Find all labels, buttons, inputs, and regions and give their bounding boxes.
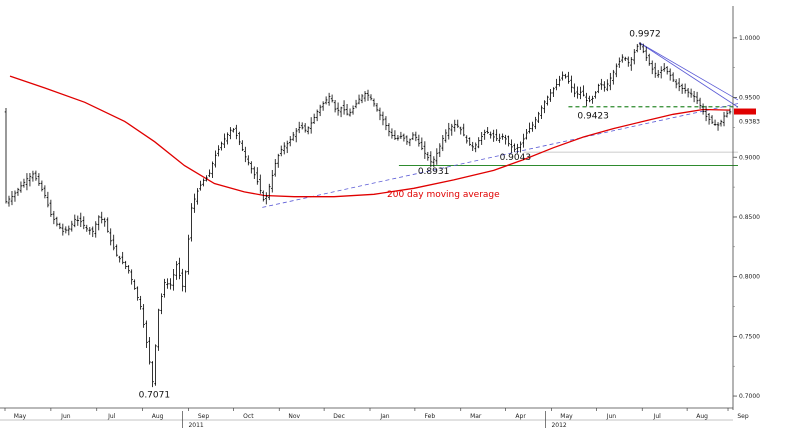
y-tick-label-6: 1.0000 — [739, 35, 760, 42]
x-tick-label-13: Jun — [606, 413, 617, 420]
x-tick-label-6: Nov — [288, 413, 300, 420]
x-tick-label-0: May — [14, 413, 27, 420]
x-tick-label-8: Jan — [379, 413, 389, 420]
y-tick-label-2: 0.8000 — [739, 274, 760, 281]
price-series — [4, 42, 732, 388]
x-tick-label-4: Sep — [198, 413, 210, 420]
moving-average-label: 200 day moving average — [387, 190, 500, 200]
x-tick-label-12: May — [560, 413, 573, 420]
x-tick-label-5: Oct — [243, 413, 254, 420]
x-tick-label-2: Jul — [107, 413, 116, 420]
trendline-1 — [639, 42, 739, 108]
x-tick-label-14: Jul — [653, 413, 662, 420]
x-tick-label-15: Aug — [696, 413, 708, 420]
x-tick-label-9: Feb — [425, 413, 436, 420]
y-tick-label-0: 0.7000 — [739, 393, 760, 400]
x-tick-label-3: Aug — [152, 413, 164, 420]
x-tick-label-1: Jun — [60, 413, 71, 420]
y-tick-label-3: 0.8500 — [739, 214, 760, 221]
trendline-2 — [639, 42, 739, 101]
y-tick-label-4: 0.9000 — [739, 154, 760, 161]
moving-average-line — [9, 75, 731, 198]
price-annotation-4: 0.9972 — [629, 30, 661, 40]
x-tick-label-10: Mar — [470, 413, 482, 420]
price-annotation-1: 0.8931 — [418, 167, 450, 177]
y-tick-label-5: 0.9500 — [739, 95, 760, 102]
x-axis: May Jun Jul Aug Sep Oct Nov Dec Jan Feb Mar Apr May J… — [0, 407, 749, 429]
last-price-label: 0.9383 — [739, 119, 760, 126]
last-price-marker — [734, 108, 756, 115]
moving-average — [9, 75, 731, 198]
year-label-0: 2011 — [188, 422, 203, 429]
year-label-1: 2012 — [551, 422, 566, 429]
price-annotation-3: 0.9423 — [577, 112, 609, 122]
x-tick-label-16: Sep — [737, 413, 749, 420]
price-annotation-0: 0.7071 — [139, 391, 171, 401]
x-tick-label-7: Dec — [333, 413, 345, 420]
y-tick-label-1: 0.7500 — [739, 333, 760, 340]
price-annotation-2: 0.9043 — [500, 153, 532, 163]
y-axis: 0.7000 0.7500 0.8000 0.8500 0.9000 0.9500 1.00… — [732, 6, 760, 410]
price-annotations: 0.7071 0.8931 0.9043 0.9423 0.9972 — [139, 30, 661, 401]
x-tick-label-11: Apr — [515, 413, 526, 420]
trendlines — [262, 42, 739, 208]
